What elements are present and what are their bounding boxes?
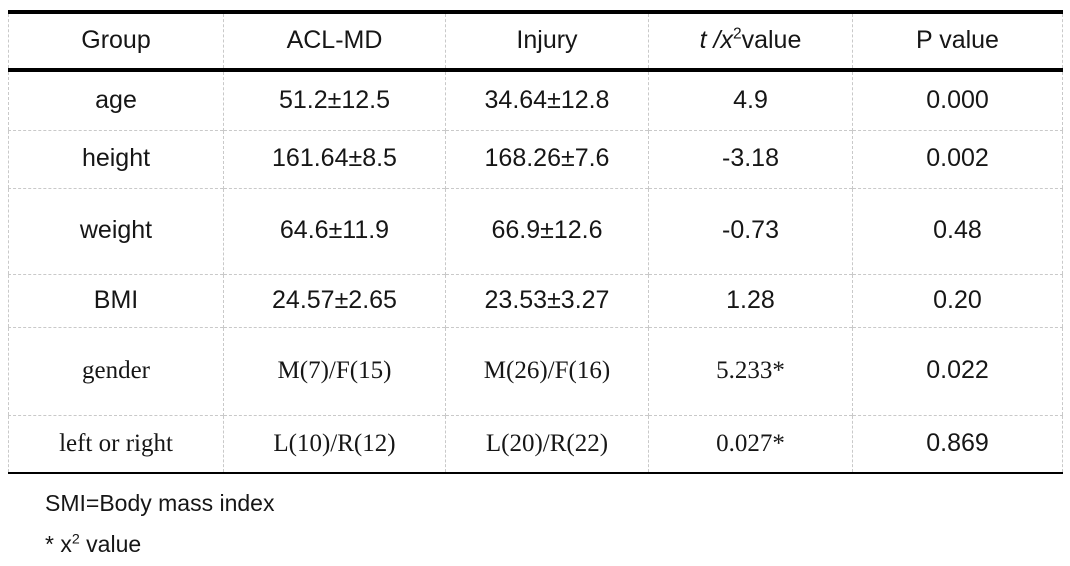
table-header-row: Group ACL-MD Injury t /x2value P value (8, 12, 1063, 72)
table-row-bmi: BMI 24.57±2.65 23.53±3.27 1.28 0.20 (8, 273, 1063, 327)
col-header-acl-md: ACL-MD (223, 12, 446, 72)
cell-p-value: 0.48 (852, 187, 1063, 274)
t-x2-superscript: 2 (732, 25, 742, 43)
col-header-t-x2-value: t /x2value (648, 12, 853, 72)
footnote-chi-square: * x2 value (45, 530, 274, 558)
t-x2-rest-part: value (741, 26, 802, 55)
stats-table: Group ACL-MD Injury t /x2value P value a… (8, 10, 1063, 474)
table-row-weight: weight 64.6±11.9 66.9±12.6 -0.73 0.48 (8, 187, 1063, 274)
cell-group: weight (8, 187, 224, 274)
cell-injury: 34.64±12.8 (445, 70, 649, 130)
col-header-injury: Injury (445, 12, 649, 72)
cell-p-value: 0.000 (852, 70, 1063, 130)
cell-group: height (8, 129, 224, 188)
cell-t-x2: -3.18 (648, 129, 853, 188)
footnote-chi-square-superscript: 2 (71, 531, 80, 548)
cell-acl-md: 51.2±12.5 (223, 70, 446, 130)
cell-injury: L(20)/R(22) (445, 414, 649, 473)
footnote-bmi-definition: SMI=Body mass index (45, 490, 275, 516)
table-row-height: height 161.64±8.5 168.26±7.6 -3.18 0.002 (8, 129, 1063, 188)
cell-t-x2: 4.9 (648, 70, 853, 130)
cell-t-x2: 1.28 (648, 273, 853, 327)
table-row-left-or-right: left or right L(10)/R(12) L(20)/R(22) 0.… (8, 414, 1063, 473)
footnote-chi-square-post: value (79, 531, 142, 557)
cell-acl-md: M(7)/F(15) (223, 326, 446, 415)
cell-t-x2: 0.027* (648, 414, 853, 473)
cell-group: left or right (8, 414, 224, 473)
cell-injury: 168.26±7.6 (445, 129, 649, 188)
cell-acl-md: L(10)/R(12) (223, 414, 446, 473)
cell-acl-md: 24.57±2.65 (223, 273, 446, 327)
table-row-gender: gender M(7)/F(15) M(26)/F(16) 5.233* 0.0… (8, 326, 1063, 415)
cell-acl-md: 64.6±11.9 (223, 187, 446, 274)
cell-injury: 23.53±3.27 (445, 273, 649, 327)
cell-group: gender (8, 326, 224, 415)
table-row-age: age 51.2±12.5 34.64±12.8 4.9 0.000 (9, 70, 1063, 130)
t-x2-italic-part: t /x (699, 26, 733, 55)
cell-group: age (95, 86, 137, 114)
footnotes: SMI=Body mass index * x2 value (45, 489, 274, 558)
col-header-group: Group (8, 12, 224, 72)
cell-p-value: 0.869 (852, 414, 1063, 473)
footnote-chi-square-pre: * x (45, 531, 72, 557)
cell-t-x2: -0.73 (648, 187, 853, 274)
cell-p-value: 0.022 (852, 326, 1063, 415)
cell-group: BMI (8, 273, 224, 327)
cell-p-value: 0.002 (852, 129, 1063, 188)
cell-p-value: 0.20 (852, 273, 1063, 327)
col-header-p-value: P value (852, 12, 1063, 72)
cell-injury: M(26)/F(16) (445, 326, 649, 415)
cell-t-x2: 5.233* (648, 326, 853, 415)
cell-acl-md: 161.64±8.5 (223, 129, 446, 188)
cell-injury: 66.9±12.6 (445, 187, 649, 274)
